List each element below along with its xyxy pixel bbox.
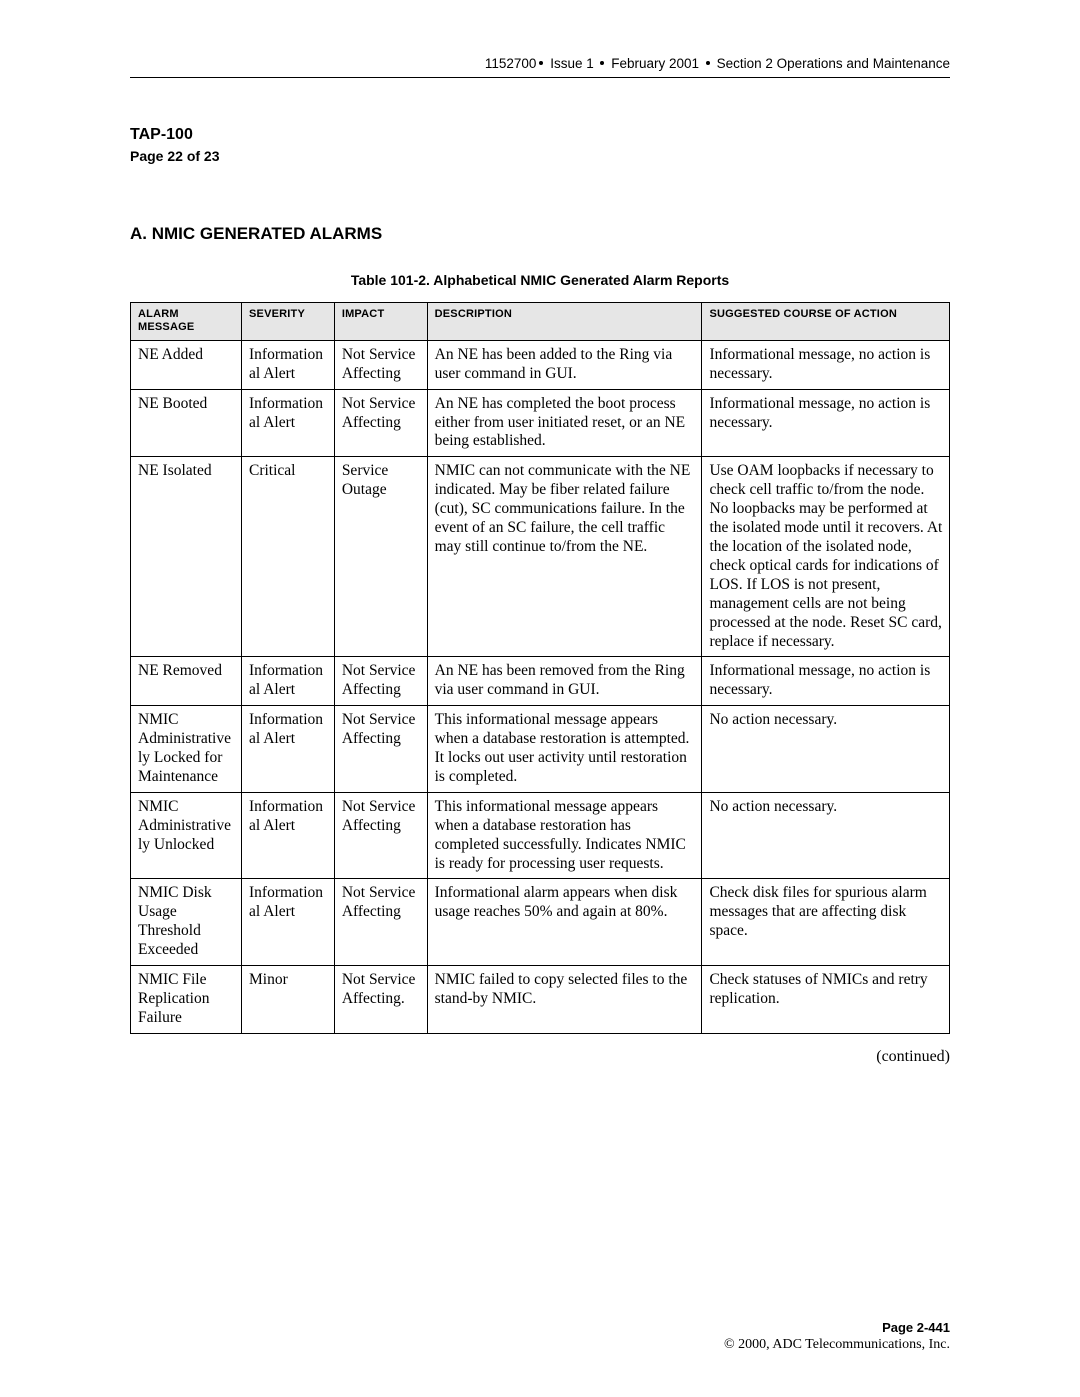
table-row: NE Removed Informational Alert Not Servi… bbox=[131, 657, 950, 706]
footer-page-number: Page 2-441 bbox=[724, 1320, 950, 1335]
cell-alarm: NE Removed bbox=[131, 657, 242, 706]
table-row: NMIC Administratively Unlocked Informati… bbox=[131, 792, 950, 879]
cell-alarm: NE Isolated bbox=[131, 457, 242, 657]
cell-description: NMIC can not communicate with the NE ind… bbox=[427, 457, 702, 657]
bullet-icon bbox=[539, 61, 543, 65]
bullet-icon bbox=[706, 61, 710, 65]
cell-impact: Not Service Affecting bbox=[334, 389, 427, 457]
table-row: NMIC File Replication Failure Minor Not … bbox=[131, 966, 950, 1034]
header-doc-number: 1152700 bbox=[485, 56, 537, 71]
header-section: Section 2 Operations and Maintenance bbox=[717, 56, 950, 71]
cell-alarm: NMIC Administratively Unlocked bbox=[131, 792, 242, 879]
col-header-impact: IMPACT bbox=[334, 303, 427, 341]
footer-copyright: © 2000, ADC Telecommunications, Inc. bbox=[724, 1337, 950, 1352]
cell-description: An NE has been removed from the Ring via… bbox=[427, 657, 702, 706]
cell-action: No action necessary. bbox=[702, 706, 950, 793]
cell-impact: Not Service Affecting bbox=[334, 706, 427, 793]
table-body: NE Added Informational Alert Not Service… bbox=[131, 340, 950, 1033]
table-header-row: ALARM MESSAGE SEVERITY IMPACT DESCRIPTIO… bbox=[131, 303, 950, 341]
bullet-icon bbox=[600, 61, 604, 65]
cell-severity: Informational Alert bbox=[242, 792, 335, 879]
cell-action: Informational message, no action is nece… bbox=[702, 657, 950, 706]
table-row: NE Added Informational Alert Not Service… bbox=[131, 340, 950, 389]
header-issue: Issue 1 bbox=[550, 56, 594, 71]
section-heading: A. NMIC GENERATED ALARMS bbox=[130, 224, 950, 244]
col-header-alarm: ALARM MESSAGE bbox=[131, 303, 242, 341]
cell-impact: Not Service Affecting bbox=[334, 792, 427, 879]
cell-alarm: NE Added bbox=[131, 340, 242, 389]
cell-alarm: NMIC Administratively Locked for Mainten… bbox=[131, 706, 242, 793]
cell-alarm: NE Booted bbox=[131, 389, 242, 457]
cell-description: NMIC failed to copy selected files to th… bbox=[427, 966, 702, 1034]
alarm-table: ALARM MESSAGE SEVERITY IMPACT DESCRIPTIO… bbox=[130, 302, 950, 1034]
cell-impact: Not Service Affecting. bbox=[334, 966, 427, 1034]
cell-action: Check disk files for spurious alarm mess… bbox=[702, 879, 950, 966]
cell-action: Informational message, no action is nece… bbox=[702, 340, 950, 389]
cell-severity: Informational Alert bbox=[242, 389, 335, 457]
cell-action: No action necessary. bbox=[702, 792, 950, 879]
table-row: NMIC Administratively Locked for Mainten… bbox=[131, 706, 950, 793]
cell-severity: Informational Alert bbox=[242, 340, 335, 389]
table-row: NMIC Disk Usage Threshold Exceeded Infor… bbox=[131, 879, 950, 966]
cell-action: Use OAM loopbacks if necessary to check … bbox=[702, 457, 950, 657]
cell-description: An NE has been added to the Ring via use… bbox=[427, 340, 702, 389]
cell-alarm: NMIC Disk Usage Threshold Exceeded bbox=[131, 879, 242, 966]
tap-code: TAP-100 bbox=[130, 126, 950, 144]
header-date: February 2001 bbox=[611, 56, 699, 71]
cell-description: This informational message appears when … bbox=[427, 792, 702, 879]
cell-impact: Not Service Affecting bbox=[334, 657, 427, 706]
cell-severity: Critical bbox=[242, 457, 335, 657]
cell-action: Check statuses of NMICs and retry replic… bbox=[702, 966, 950, 1034]
col-header-severity: SEVERITY bbox=[242, 303, 335, 341]
running-header: 1152700 Issue 1 February 2001 Section 2 … bbox=[130, 56, 950, 78]
cell-description: An NE has completed the boot process eit… bbox=[427, 389, 702, 457]
cell-description: This informational message appears when … bbox=[427, 706, 702, 793]
cell-impact: Not Service Affecting bbox=[334, 879, 427, 966]
cell-severity: Informational Alert bbox=[242, 657, 335, 706]
table-caption: Table 101-2. Alphabetical NMIC Generated… bbox=[130, 272, 950, 288]
cell-impact: Service Outage bbox=[334, 457, 427, 657]
table-row: NE Booted Informational Alert Not Servic… bbox=[131, 389, 950, 457]
tap-page-line: Page 22 of 23 bbox=[130, 148, 950, 164]
cell-severity: Informational Alert bbox=[242, 879, 335, 966]
cell-impact: Not Service Affecting bbox=[334, 340, 427, 389]
cell-description: Informational alarm appears when disk us… bbox=[427, 879, 702, 966]
document-page: 1152700 Issue 1 February 2001 Section 2 … bbox=[0, 0, 1080, 1397]
cell-severity: Informational Alert bbox=[242, 706, 335, 793]
cell-action: Informational message, no action is nece… bbox=[702, 389, 950, 457]
table-row: NE Isolated Critical Service Outage NMIC… bbox=[131, 457, 950, 657]
tap-block: TAP-100 Page 22 of 23 bbox=[130, 126, 950, 164]
cell-severity: Minor bbox=[242, 966, 335, 1034]
continued-label: (continued) bbox=[130, 1048, 950, 1066]
cell-alarm: NMIC File Replication Failure bbox=[131, 966, 242, 1034]
col-header-action: SUGGESTED COURSE OF ACTION bbox=[702, 303, 950, 341]
page-footer: Page 2-441 © 2000, ADC Telecommunication… bbox=[724, 1320, 950, 1353]
col-header-description: DESCRIPTION bbox=[427, 303, 702, 341]
